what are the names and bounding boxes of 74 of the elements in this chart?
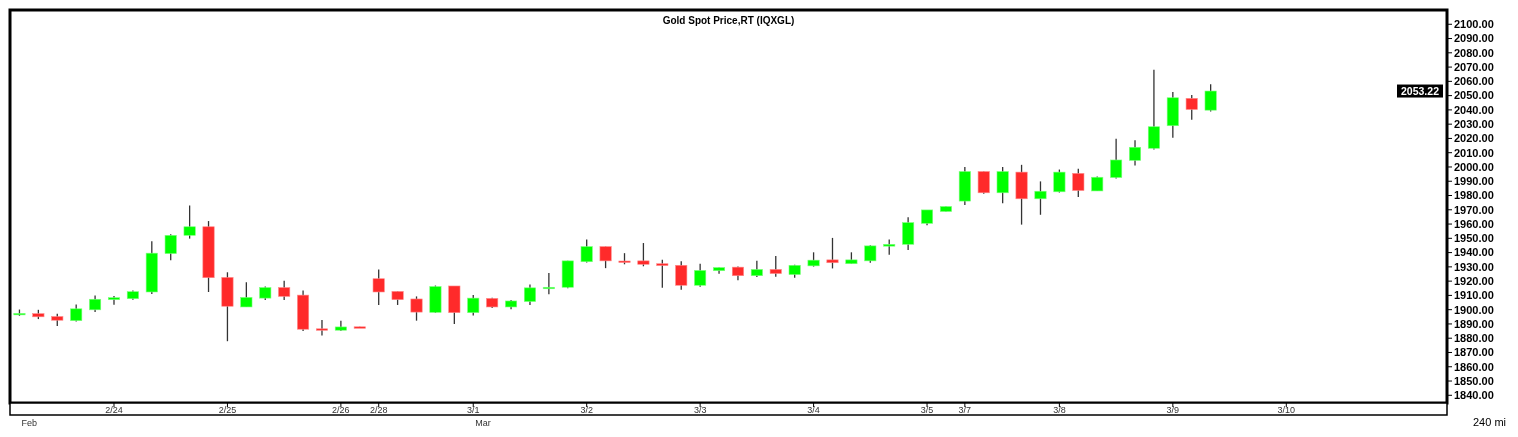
candlestick: [316, 319, 328, 337]
y-tick-label: 2020.00: [1454, 132, 1494, 145]
y-tick-label: 2060.00: [1454, 75, 1494, 88]
text: Mar: [475, 418, 491, 428]
x-tick-label: 3/7: [958, 405, 972, 415]
x-tick-label: 3/1: [466, 405, 480, 415]
y-tick-label: 2010.00: [1454, 146, 1494, 159]
y-tick-label: 1970.00: [1454, 203, 1494, 216]
candlestick: [1185, 94, 1198, 121]
text: 240 mi: [1472, 416, 1506, 428]
x-tick-label: 2/25: [218, 405, 237, 415]
candlestick: [637, 242, 650, 267]
candlestick: [240, 281, 253, 308]
x-tick-label: 2/26: [332, 405, 350, 415]
annotation: 2053.22: [1401, 84, 1440, 97]
x-tick-label: 3/4: [807, 405, 820, 415]
candlestick: [694, 263, 707, 288]
y-tick-label: 1840.00: [1454, 389, 1494, 402]
y-tick-label: 1900.00: [1454, 303, 1494, 316]
y-tick-label: 2070.00: [1454, 60, 1494, 73]
y-tick-label: 1980.00: [1454, 189, 1494, 202]
y-tick-label: 2090.00: [1454, 32, 1494, 45]
y-tick-label: 1880.00: [1454, 332, 1494, 345]
candlestick: [902, 216, 915, 251]
x-tick-label: 3/8: [1053, 405, 1066, 415]
y-tick-label: 1960.00: [1454, 217, 1494, 230]
candlestick: [1147, 69, 1160, 151]
y-tick-label: 2100.00: [1454, 18, 1494, 31]
candlestick: [996, 166, 1009, 204]
candlestick: [1204, 83, 1217, 113]
y-tick-label: 2050.00: [1454, 89, 1494, 102]
y-tick-label: 1920.00: [1454, 274, 1494, 287]
candlestick: [372, 268, 385, 306]
candlestick: [410, 295, 423, 322]
y-tick-label: 1990.00: [1454, 175, 1494, 188]
candlestick: [467, 294, 480, 317]
y-tick-label: 2030.00: [1454, 118, 1494, 131]
x-tick-label: 2/28: [369, 405, 388, 415]
candlestick: [542, 272, 555, 295]
x-tick-label: 3/10: [1277, 405, 1296, 415]
candlestick: [1053, 168, 1066, 194]
y-tick-label: 2000.00: [1454, 160, 1494, 173]
candlestick: [183, 204, 196, 240]
candlestick: [164, 233, 177, 261]
candlestick: [826, 237, 839, 270]
y-tick-label: 1890.00: [1454, 317, 1494, 330]
y-tick-label: 1870.00: [1454, 346, 1494, 359]
x-tick-label: 3/3: [693, 405, 707, 415]
candlestick: [278, 280, 291, 301]
candlestick: [1110, 138, 1123, 180]
text: Gold Spot Price,RT (IQXGL): [662, 15, 795, 26]
y-tick-label: 1850.00: [1454, 374, 1494, 387]
x-tick-label: 3/5: [920, 405, 934, 415]
y-tick-label: 1950.00: [1454, 232, 1494, 245]
candlestick: [599, 245, 612, 269]
candlestick: [1129, 139, 1141, 167]
x-tick-label: 3/2: [580, 405, 593, 415]
y-tick-label: 1910.00: [1454, 289, 1494, 302]
candlestick: [769, 255, 782, 278]
candlestick: [108, 295, 120, 306]
y-tick-label: 2040.00: [1454, 103, 1494, 116]
y-tick-label: 2080.00: [1454, 46, 1494, 59]
y-tick-label: 1940.00: [1454, 246, 1494, 259]
candlestick: [1034, 180, 1047, 216]
candlestick: [977, 170, 990, 195]
y-tick-label: 1860.00: [1454, 360, 1494, 373]
text: Feb: [21, 418, 37, 428]
x-tick-label: 2/24: [105, 405, 123, 415]
candlestick: [675, 260, 688, 291]
candlestick: [523, 283, 536, 306]
x-tick-label: 3/9: [1166, 405, 1180, 415]
y-tick-label: 1930.00: [1454, 260, 1494, 273]
candlestick: [656, 259, 669, 289]
candlestick: [1072, 168, 1085, 198]
